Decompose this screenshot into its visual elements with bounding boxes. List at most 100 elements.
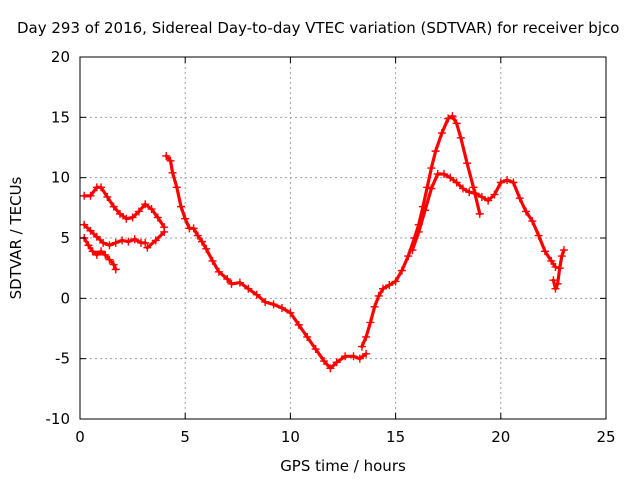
data-point-marker [208, 256, 217, 265]
data-point-marker [391, 277, 400, 286]
data-point-marker [141, 200, 150, 209]
series-arc-5 [162, 151, 371, 373]
data-point-marker [109, 202, 118, 211]
x-tick-label: 25 [596, 428, 615, 446]
data-point-marker [294, 320, 303, 329]
data-point-marker [118, 236, 127, 245]
data-point-marker [374, 291, 383, 300]
data-point-marker [147, 205, 156, 214]
data-point-marker [235, 278, 244, 287]
data-point-marker [477, 192, 486, 201]
data-point-marker [261, 297, 270, 306]
x-tick-label: 10 [281, 428, 300, 446]
series-trace [164, 154, 368, 370]
data-point-marker [421, 206, 430, 215]
data-point-marker [193, 231, 202, 240]
y-tick-label: 15 [51, 108, 70, 126]
data-point-marker [362, 349, 371, 358]
data-point-marker [252, 290, 261, 299]
y-tick-label: -10 [46, 410, 71, 428]
data-point-marker [105, 241, 114, 250]
data-point-marker [540, 247, 549, 256]
data-point-marker [141, 238, 150, 247]
x-tick-label: 20 [491, 428, 510, 446]
data-point-marker [509, 178, 518, 187]
data-point-marker [128, 213, 137, 222]
data-point-marker [103, 192, 112, 201]
data-point-marker [357, 342, 366, 351]
data-point-marker [448, 112, 457, 121]
data-point-marker [244, 284, 253, 293]
data-point-marker [153, 213, 162, 222]
chart-title: Day 293 of 2016, Sidereal Day-to-day VTE… [17, 19, 619, 37]
data-point-marker [549, 276, 558, 285]
data-point-marker [490, 190, 499, 199]
data-point-marker [404, 252, 413, 261]
data-point-marker [269, 300, 278, 309]
data-point-marker [97, 247, 106, 256]
data-point-marker [484, 196, 493, 205]
data-point-marker [122, 214, 131, 223]
data-point-marker [370, 302, 379, 311]
data-point-marker [551, 262, 560, 271]
data-point-marker [176, 202, 185, 211]
data-point-marker [109, 260, 118, 269]
data-point-marker [105, 255, 114, 264]
data-point-marker [181, 214, 190, 223]
data-point-marker [101, 250, 110, 259]
data-point-marker [189, 224, 198, 233]
data-point-marker [124, 237, 133, 246]
data-point-marker [286, 308, 295, 317]
data-point-marker [475, 209, 484, 218]
data-point-marker [80, 220, 89, 229]
data-point-marker [385, 281, 394, 290]
data-point-marker [366, 318, 375, 327]
data-point-marker [115, 209, 124, 218]
data-point-marker [130, 235, 139, 244]
data-point-marker [397, 266, 406, 275]
data-point-marker [92, 250, 101, 259]
x-tick-label: 5 [180, 428, 190, 446]
x-tick-label: 0 [75, 428, 85, 446]
axis-ticks: 0 5 10 15 20 25 -10 -5 0 5 10 15 20 [46, 48, 616, 446]
data-point-marker [88, 247, 97, 256]
data-point-marker [341, 352, 350, 361]
x-tick-label: 15 [386, 428, 405, 446]
data-point-marker [431, 147, 440, 156]
data-point-marker [471, 189, 480, 198]
data-point-marker [559, 246, 568, 255]
data-point-marker [503, 176, 512, 185]
data-point-marker [437, 129, 446, 138]
data-point-marker [92, 232, 101, 241]
data-point-marker [452, 178, 461, 187]
data-point-marker [446, 173, 455, 182]
data-point-marker [277, 303, 286, 312]
data-point-marker [522, 207, 531, 216]
y-tick-label: -5 [55, 350, 70, 368]
data-point-marker [332, 358, 341, 367]
data-point-marker [427, 164, 436, 173]
data-series [80, 112, 568, 373]
grid [80, 57, 606, 419]
series-arc-1 [80, 183, 169, 232]
data-point-marker [86, 191, 95, 200]
data-point-marker [166, 156, 175, 165]
data-point-marker [452, 119, 461, 128]
data-point-marker [214, 267, 223, 276]
data-point-marker [427, 184, 436, 193]
data-point-marker [439, 170, 448, 179]
data-point-marker [326, 364, 335, 373]
data-point-marker [423, 183, 432, 192]
data-point-marker [463, 159, 472, 168]
data-point-marker [555, 264, 564, 273]
data-point-marker [311, 345, 320, 354]
y-tick-label: 0 [60, 289, 70, 307]
data-point-marker [97, 183, 106, 192]
data-point-marker [444, 114, 453, 123]
data-point-marker [414, 227, 423, 236]
data-point-marker [111, 265, 120, 274]
series-arc-6 [357, 112, 484, 351]
data-point-marker [515, 194, 524, 203]
data-point-marker [528, 217, 537, 226]
